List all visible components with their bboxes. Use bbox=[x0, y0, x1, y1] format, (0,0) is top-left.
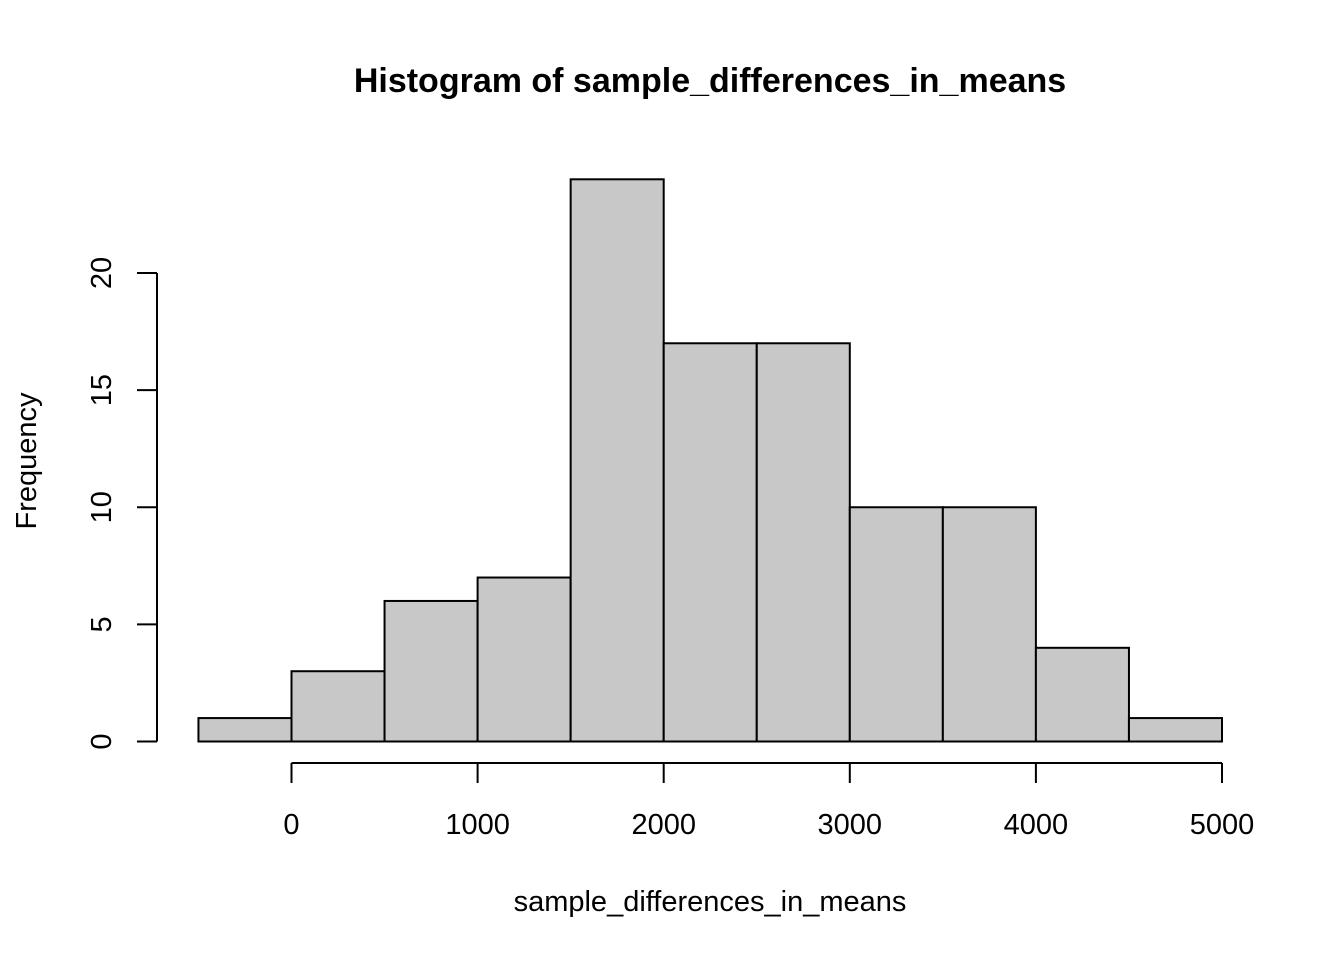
x-tick-label: 5000 bbox=[1190, 809, 1255, 841]
y-axis-label: Frequency bbox=[11, 392, 43, 530]
bars-group bbox=[197, 178, 1223, 743]
histogram-bar bbox=[755, 342, 851, 743]
x-tick-label: 1000 bbox=[445, 809, 510, 841]
y-axis: 0 5 10 15 20 bbox=[86, 257, 158, 750]
y-tick-label: 15 bbox=[86, 374, 118, 406]
x-tick-label: 3000 bbox=[818, 809, 883, 841]
histogram-bar bbox=[383, 599, 479, 743]
y-tick-label: 5 bbox=[86, 616, 118, 632]
y-tick-label: 0 bbox=[86, 733, 118, 749]
histogram-bar bbox=[848, 506, 944, 743]
histogram-bar bbox=[662, 342, 758, 743]
y-tick-label: 10 bbox=[86, 491, 118, 523]
chart-title: Histogram of sample_differences_in_means bbox=[354, 62, 1066, 100]
x-axis: 0 1000 2000 3000 4000 5000 bbox=[283, 762, 1255, 841]
histogram-bar bbox=[1034, 646, 1130, 743]
x-axis-label: sample_differences_in_means bbox=[514, 886, 907, 918]
histogram-bar bbox=[941, 506, 1037, 743]
histogram-bar bbox=[290, 670, 386, 743]
histogram-bar bbox=[569, 178, 665, 743]
histogram-bar bbox=[476, 576, 572, 743]
x-tick-label: 0 bbox=[283, 809, 299, 841]
histogram-bar bbox=[1127, 717, 1223, 743]
histogram-bar bbox=[197, 717, 293, 743]
x-tick-label: 2000 bbox=[631, 809, 696, 841]
x-tick-label: 4000 bbox=[1004, 809, 1069, 841]
y-tick-label: 20 bbox=[86, 257, 118, 289]
